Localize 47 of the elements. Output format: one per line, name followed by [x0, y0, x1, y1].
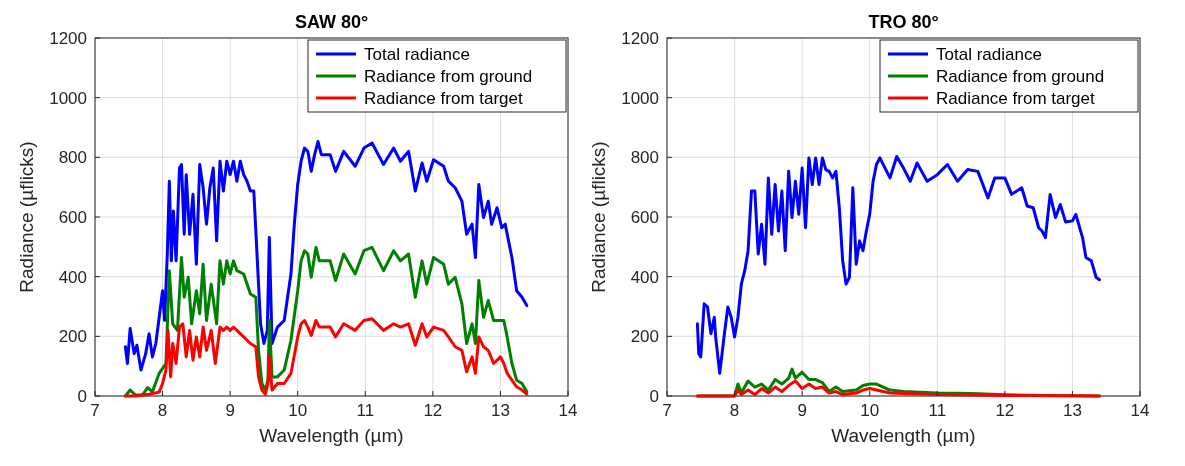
- x-axis-title: Wavelength (µm): [831, 425, 976, 446]
- y-tick-label: 600: [58, 208, 87, 227]
- legend-label: Total radiance: [364, 45, 470, 64]
- line-series: [123, 317, 529, 398]
- x-tick-label: 11: [928, 401, 947, 420]
- legend-label: Total radiance: [936, 45, 1042, 64]
- line-series: [695, 154, 1101, 375]
- x-axis-title: Wavelength (µm): [259, 425, 404, 446]
- x-tick-label: 14: [1130, 401, 1150, 420]
- y-tick-label: 0: [649, 387, 659, 406]
- x-tick-label: 11: [356, 401, 375, 420]
- x-tick-label: 13: [490, 401, 510, 420]
- x-tick-label: 7: [662, 401, 672, 420]
- x-tick-label: 8: [729, 401, 740, 420]
- legend-label: Radiance from target: [364, 89, 524, 108]
- x-tick-label: 12: [995, 401, 1015, 420]
- x-tick-label: 9: [225, 401, 235, 420]
- y-tick-label: 400: [58, 267, 87, 287]
- y-tick-label: 200: [58, 327, 87, 347]
- chart-title: TRO 80°: [868, 12, 939, 32]
- x-tick-label: 14: [558, 401, 578, 420]
- y-axis-title: Radiance (µflicks): [16, 141, 37, 293]
- y-tick-label: 400: [630, 267, 659, 287]
- x-tick-label: 13: [1062, 401, 1082, 420]
- legend-label: Radiance from ground: [364, 67, 533, 86]
- line-series: [695, 379, 1101, 398]
- legend-label: Radiance from target: [936, 89, 1096, 108]
- y-tick-label: 1200: [621, 29, 659, 48]
- y-tick-label: 1000: [621, 88, 659, 108]
- y-tick-label: 1000: [49, 88, 87, 108]
- y-tick-label: 600: [630, 208, 659, 227]
- x-tick-label: 7: [90, 401, 100, 420]
- x-tick-label: 9: [797, 401, 807, 420]
- line-series: [123, 140, 529, 372]
- chart-title: SAW 80°: [294, 12, 369, 32]
- x-tick-label: 8: [157, 401, 168, 420]
- line-series: [123, 245, 529, 398]
- legend-label: Radiance from ground: [936, 67, 1105, 86]
- y-axis-title: Radiance (µflicks): [588, 141, 609, 293]
- y-tick-label: 800: [630, 148, 659, 168]
- x-tick-label: 12: [423, 401, 443, 420]
- y-tick-label: 800: [58, 148, 87, 168]
- x-tick-label: 10: [288, 401, 308, 420]
- y-tick-label: 200: [630, 327, 659, 347]
- y-tick-label: 1200: [49, 29, 87, 48]
- y-tick-label: 0: [77, 387, 87, 406]
- x-tick-label: 10: [860, 401, 880, 420]
